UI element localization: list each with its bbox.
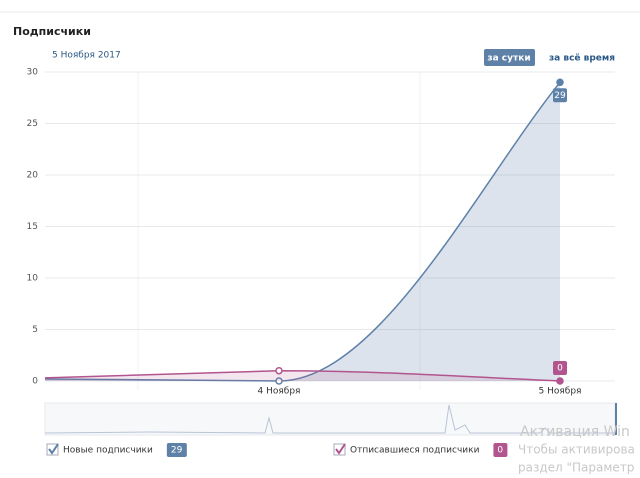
button-label[interactable]: за всё время — [549, 54, 615, 64]
legend-label: Новые подписчики — [63, 446, 153, 456]
value-badge — [553, 88, 567, 103]
legend-checkbox[interactable] — [333, 443, 346, 456]
value-label: 0 — [557, 364, 563, 374]
legend-count: 29 — [171, 446, 183, 456]
button[interactable] — [484, 49, 535, 66]
y-tick-label: 10 — [27, 274, 39, 284]
legend-badge — [166, 443, 187, 457]
point — [556, 78, 564, 87]
x-tick-label: 4 Ноября — [258, 387, 301, 397]
value-label: 29 — [554, 91, 566, 101]
point — [275, 366, 283, 375]
point — [275, 377, 283, 385]
date: 5 Ноября 2017 — [52, 51, 121, 61]
area — [45, 370, 560, 381]
line — [44, 81, 561, 382]
legend-badge — [493, 443, 508, 457]
y-tick-label: 30 — [27, 68, 39, 78]
y-tick-label: 0 — [32, 377, 38, 387]
x-tick-label: 5 Ноября — [539, 387, 582, 397]
legend-checkbox[interactable] — [46, 443, 59, 456]
title: Подписчики — [13, 25, 91, 38]
value-badge — [553, 361, 567, 375]
y-tick-label: 25 — [27, 119, 38, 129]
point — [556, 377, 564, 385]
legend-label: Отписавшиеся подписчики — [350, 446, 480, 456]
y-tick-label: 15 — [27, 222, 38, 232]
legend-check — [335, 443, 346, 455]
navigator[interactable] — [44, 402, 616, 436]
y-tick-label: 5 — [32, 325, 38, 335]
watermark: раздел "Параметр — [518, 461, 634, 475]
legend-check — [48, 443, 59, 455]
watermark: Активация Win — [520, 424, 630, 440]
legend-count: 0 — [497, 446, 503, 456]
line — [44, 369, 561, 382]
y-tick-label: 20 — [27, 171, 39, 181]
navigator-line — [44, 404, 615, 434]
area — [45, 82, 560, 382]
watermark: Чтобы активирова — [518, 443, 635, 457]
button-label[interactable]: за сутки — [487, 54, 530, 64]
